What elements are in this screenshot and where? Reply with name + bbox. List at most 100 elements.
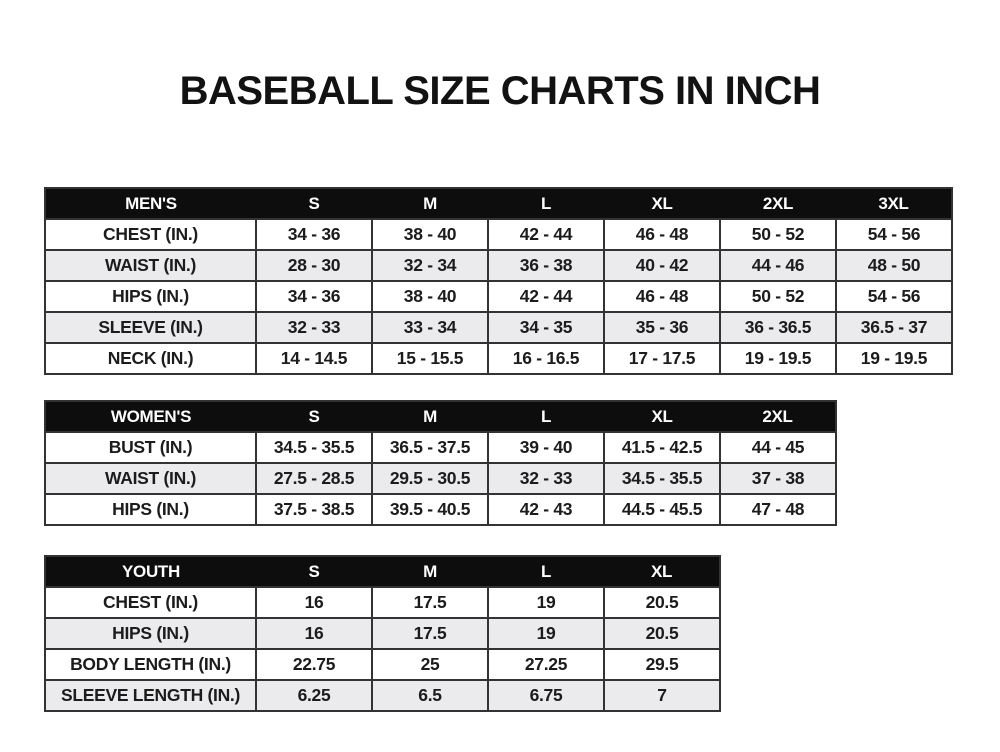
table-title-cell: MEN'S [45, 188, 256, 220]
page-title: BASEBALL SIZE CHARTS IN INCH [179, 69, 821, 113]
size-value-cell: 42 - 44 [487, 218, 605, 251]
table-row: HIPS (IN.) 16 17.5 19 20.5 [44, 617, 721, 650]
size-value-cell: 17.5 [371, 586, 489, 619]
row-label: NECK (IN.) [44, 342, 257, 375]
size-value-cell: 16 [255, 586, 373, 619]
size-value-cell: 7 [603, 679, 721, 712]
table-header-row: YOUTH S M L XL [45, 556, 720, 588]
size-value-cell: 39.5 - 40.5 [371, 493, 489, 526]
size-table-youth: YOUTH S M L XL CHEST (IN.) 16 17.5 19 20.5 HIPS (I… [44, 555, 721, 712]
column-header: XL [604, 556, 720, 588]
size-table-womens: WOMEN'S S M L XL 2XL BUST (IN.) 34.5 - 35.5 36.5… [44, 400, 837, 526]
size-value-cell: 29.5 - 30.5 [371, 462, 489, 495]
size-value-cell: 54 - 56 [835, 218, 953, 251]
size-value-cell: 46 - 48 [603, 218, 721, 251]
size-value-cell: 6.25 [255, 679, 373, 712]
size-value-cell: 36.5 - 37 [835, 311, 953, 344]
size-value-cell: 19 [487, 617, 605, 650]
size-value-cell: 44.5 - 45.5 [603, 493, 721, 526]
size-value-cell: 42 - 44 [487, 280, 605, 313]
size-value-cell: 32 - 33 [255, 311, 373, 344]
table-header-row: WOMEN'S S M L XL 2XL [45, 401, 836, 433]
size-value-cell: 28 - 30 [255, 249, 373, 282]
row-label: HIPS (IN.) [44, 493, 257, 526]
table-row: CHEST (IN.) 34 - 36 38 - 40 42 - 44 46 - 48 5… [44, 218, 953, 251]
size-value-cell: 37.5 - 38.5 [255, 493, 373, 526]
size-value-cell: 19 [487, 586, 605, 619]
size-value-cell: 34.5 - 35.5 [603, 462, 721, 495]
size-value-cell: 37 - 38 [719, 462, 837, 495]
size-value-cell: 20.5 [603, 586, 721, 619]
column-header: S [256, 188, 372, 220]
size-value-cell: 40 - 42 [603, 249, 721, 282]
row-label: WAIST (IN.) [44, 249, 257, 282]
row-label: BUST (IN.) [44, 431, 257, 464]
size-value-cell: 6.75 [487, 679, 605, 712]
size-value-cell: 46 - 48 [603, 280, 721, 313]
table-row: SLEEVE LENGTH (IN.) 6.25 6.5 6.75 7 [44, 679, 721, 712]
size-value-cell: 38 - 40 [371, 280, 489, 313]
table-header-row: MEN'S S M L XL 2XL 3XL [45, 188, 952, 220]
row-label: SLEEVE LENGTH (IN.) [44, 679, 257, 712]
column-header: 2XL [720, 401, 836, 433]
size-value-cell: 36.5 - 37.5 [371, 431, 489, 464]
size-value-cell: 39 - 40 [487, 431, 605, 464]
size-value-cell: 47 - 48 [719, 493, 837, 526]
row-label: SLEEVE (IN.) [44, 311, 257, 344]
table-row: SLEEVE (IN.) 32 - 33 33 - 34 34 - 35 35 - 36… [44, 311, 953, 344]
size-value-cell: 44 - 46 [719, 249, 837, 282]
column-header: XL [604, 188, 720, 220]
size-value-cell: 16 - 16.5 [487, 342, 605, 375]
size-value-cell: 33 - 34 [371, 311, 489, 344]
size-value-cell: 29.5 [603, 648, 721, 681]
table-row: BUST (IN.) 34.5 - 35.5 36.5 - 37.5 39 - 40 4… [44, 431, 837, 464]
column-header: S [256, 556, 372, 588]
size-value-cell: 48 - 50 [835, 249, 953, 282]
table-row: HIPS (IN.) 34 - 36 38 - 40 42 - 44 46 - 48 50… [44, 280, 953, 313]
size-value-cell: 20.5 [603, 617, 721, 650]
size-value-cell: 50 - 52 [719, 218, 837, 251]
size-value-cell: 44 - 45 [719, 431, 837, 464]
column-header: 3XL [836, 188, 952, 220]
row-label: CHEST (IN.) [44, 586, 257, 619]
size-tables: MEN'S S M L XL 2XL 3XL CHEST (IN.) 34 - 36 38 - 4… [44, 187, 1000, 712]
table-row: NECK (IN.) 14 - 14.5 15 - 15.5 16 - 16.5 17 … [44, 342, 953, 375]
size-value-cell: 19 - 19.5 [719, 342, 837, 375]
size-value-cell: 38 - 40 [371, 218, 489, 251]
size-value-cell: 25 [371, 648, 489, 681]
size-value-cell: 22.75 [255, 648, 373, 681]
size-value-cell: 41.5 - 42.5 [603, 431, 721, 464]
column-header: 2XL [720, 188, 836, 220]
size-table-mens: MEN'S S M L XL 2XL 3XL CHEST (IN.) 34 - 36 38 - 4… [44, 187, 953, 375]
size-value-cell: 27.25 [487, 648, 605, 681]
size-value-cell: 34 - 36 [255, 218, 373, 251]
size-value-cell: 19 - 19.5 [835, 342, 953, 375]
column-header: M [372, 188, 488, 220]
size-value-cell: 16 [255, 617, 373, 650]
size-value-cell: 34 - 36 [255, 280, 373, 313]
row-label: CHEST (IN.) [44, 218, 257, 251]
table-title-cell: WOMEN'S [45, 401, 256, 433]
size-value-cell: 27.5 - 28.5 [255, 462, 373, 495]
column-header: S [256, 401, 372, 433]
table-row: HIPS (IN.) 37.5 - 38.5 39.5 - 40.5 42 - 43 4… [44, 493, 837, 526]
column-header: M [372, 401, 488, 433]
size-value-cell: 36 - 36.5 [719, 311, 837, 344]
row-label: HIPS (IN.) [44, 280, 257, 313]
size-value-cell: 32 - 33 [487, 462, 605, 495]
column-header: L [488, 401, 604, 433]
row-label: BODY LENGTH (IN.) [44, 648, 257, 681]
column-header: M [372, 556, 488, 588]
size-value-cell: 34.5 - 35.5 [255, 431, 373, 464]
size-value-cell: 17 - 17.5 [603, 342, 721, 375]
row-label: HIPS (IN.) [44, 617, 257, 650]
table-row: WAIST (IN.) 28 - 30 32 - 34 36 - 38 40 - 42 4… [44, 249, 953, 282]
column-header: L [488, 556, 604, 588]
column-header: L [488, 188, 604, 220]
table-title-cell: YOUTH [45, 556, 256, 588]
size-value-cell: 36 - 38 [487, 249, 605, 282]
table-row: CHEST (IN.) 16 17.5 19 20.5 [44, 586, 721, 619]
table-row: WAIST (IN.) 27.5 - 28.5 29.5 - 30.5 32 - 33… [44, 462, 837, 495]
size-value-cell: 32 - 34 [371, 249, 489, 282]
